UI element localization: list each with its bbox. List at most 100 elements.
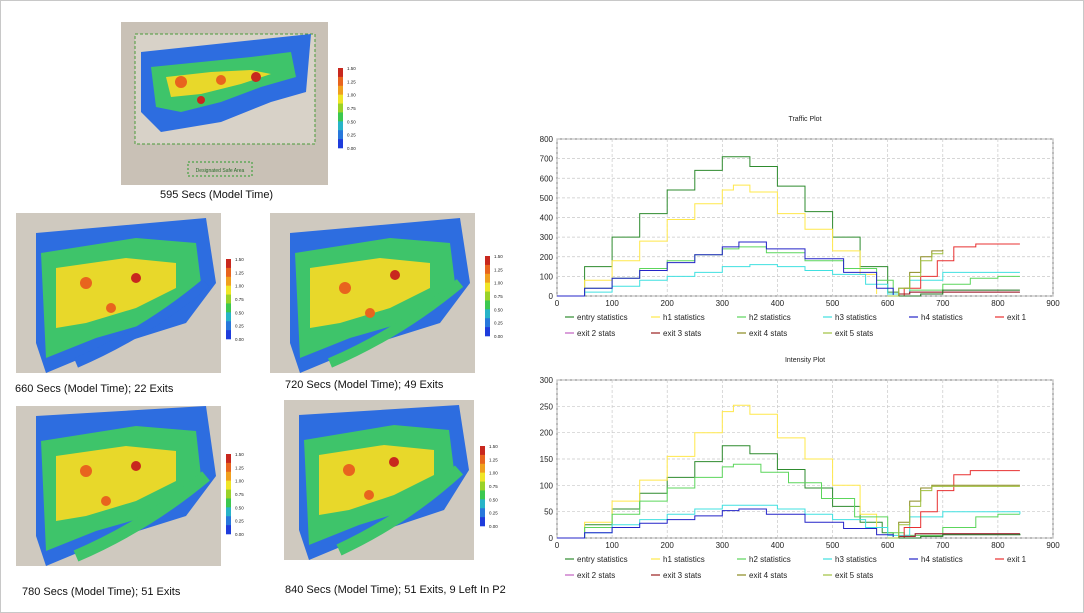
y-tick-label: 0 xyxy=(549,534,554,543)
legend-label: h3 statistics xyxy=(835,555,877,564)
legend-label: h1 statistics xyxy=(663,555,705,564)
colorbar-swatch xyxy=(226,330,231,340)
series-line-exit-1 xyxy=(887,470,1020,539)
series-line-exit-5-stats xyxy=(887,485,1020,539)
chart-title: Intensity Plot xyxy=(785,357,825,364)
colorbar-swatch xyxy=(226,462,231,473)
series-line-h4-statistics xyxy=(557,241,894,297)
colorbar-swatch xyxy=(480,517,485,527)
y-tick-label: 800 xyxy=(540,135,554,144)
x-tick-label: 500 xyxy=(826,541,840,550)
colorbar-swatch xyxy=(338,130,343,140)
legend-label: exit 2 stats xyxy=(577,571,615,580)
x-tick-label: 400 xyxy=(771,541,785,550)
chart-title: Traffic Plot xyxy=(788,116,821,123)
legend-label: h4 statistics xyxy=(921,313,963,322)
caption-720: 720 Secs (Model Time); 49 Exits xyxy=(285,379,444,391)
colorbar-swatch xyxy=(226,489,231,499)
y-tick-label: 150 xyxy=(540,455,554,464)
legend-label: exit 4 stats xyxy=(749,329,787,338)
caption-840: 840 Secs (Model Time); 51 Exits, 9 Left … xyxy=(285,584,506,596)
heatmap-image-720 xyxy=(270,213,475,373)
caption-780: 780 Secs (Model Time); 51 Exits xyxy=(22,586,181,598)
colorbar-swatch xyxy=(226,303,231,313)
colorbar-tick-label: 1.50 xyxy=(235,452,244,457)
x-tick-label: 600 xyxy=(881,299,895,308)
colorbar-swatch xyxy=(480,490,485,500)
colorbar-swatch xyxy=(226,321,231,331)
colorbar-tick-label: 1.25 xyxy=(235,465,244,470)
colorbar-swatch xyxy=(226,498,231,508)
colorbar-tick-label: 1.00 xyxy=(347,93,356,98)
colorbar-tick-label: 0.50 xyxy=(235,505,244,510)
colorbar-tick-label: 1.50 xyxy=(494,254,503,259)
x-tick-label: 400 xyxy=(771,299,785,308)
x-tick-label: 500 xyxy=(826,299,840,308)
x-tick-label: 300 xyxy=(716,299,730,308)
colorbar-tick-label: 1.25 xyxy=(489,457,498,462)
colorbar-swatch xyxy=(480,499,485,509)
series-line-h2-statistics xyxy=(557,463,1020,539)
colorbar-tick-label: 0.25 xyxy=(235,324,244,329)
colorbar-swatch xyxy=(226,276,231,286)
x-tick-label: 900 xyxy=(1046,299,1060,308)
legend-label: exit 1 xyxy=(1007,555,1027,564)
colorbar-tick-label: 0.50 xyxy=(347,119,356,124)
y-tick-label: 500 xyxy=(540,194,554,203)
y-tick-label: 100 xyxy=(540,272,554,281)
y-tick-label: 300 xyxy=(540,376,554,385)
x-tick-label: 100 xyxy=(605,299,619,308)
colorbar-swatch xyxy=(480,463,485,473)
colorbar-swatch xyxy=(338,76,343,87)
x-tick-label: 0 xyxy=(555,299,560,308)
x-tick-label: 700 xyxy=(936,541,950,550)
colorbar-tick-label: 0.25 xyxy=(489,511,498,516)
colorbar-tick-label: 0.75 xyxy=(235,492,244,497)
colorbar-swatch xyxy=(480,454,485,465)
series-line-exit-5-stats xyxy=(887,251,944,297)
colorbar-swatch xyxy=(226,507,231,517)
colorbar-tick-label: 1.00 xyxy=(235,479,244,484)
colorbar-tick-label: 1.25 xyxy=(235,270,244,275)
colorbar-swatch xyxy=(338,112,343,122)
y-tick-label: 200 xyxy=(540,253,554,262)
colorbar-swatch xyxy=(485,282,490,292)
colorbar-swatch xyxy=(485,291,490,301)
colorbar-2: 1.50 1.25 1.00 0.75 0.50 0.25 0.00 xyxy=(226,257,244,342)
colorbar-swatch xyxy=(338,68,343,78)
series-line-h1-statistics xyxy=(557,404,878,539)
legend-label: exit 2 stats xyxy=(577,329,615,338)
legend-label: h3 statistics xyxy=(835,313,877,322)
colorbar-tick-label: 1.50 xyxy=(347,66,356,71)
y-tick-label: 250 xyxy=(540,402,554,411)
colorbar-swatch xyxy=(485,318,490,328)
colorbar-swatch xyxy=(338,103,343,113)
colorbar-tick-label: 0.50 xyxy=(494,307,503,312)
colorbar-tick-label: 1.00 xyxy=(235,284,244,289)
x-tick-label: 200 xyxy=(661,299,675,308)
colorbar-swatch xyxy=(485,264,490,275)
colorbar-swatch xyxy=(338,85,343,95)
x-tick-label: 100 xyxy=(605,541,619,550)
colorbar-swatch xyxy=(485,327,490,337)
colorbar-swatch xyxy=(485,309,490,319)
colorbar-tick-label: 0.00 xyxy=(347,146,356,151)
y-tick-label: 0 xyxy=(549,292,554,301)
colorbar-swatch xyxy=(480,508,485,518)
colorbar-1: 1.50 1.25 1.00 0.75 0.50 0.25 0.00 xyxy=(338,66,356,151)
series-line-h4-statistics xyxy=(557,508,894,539)
colorbar-swatch xyxy=(485,273,490,283)
heatmap-graphic xyxy=(270,213,475,373)
colorbar-tick-label: 1.50 xyxy=(235,257,244,262)
colorbar-tick-label: 0.00 xyxy=(235,532,244,537)
legend-label: h4 statistics xyxy=(921,555,963,564)
x-tick-label: 200 xyxy=(661,541,675,550)
heatmap-image-840 xyxy=(284,400,474,560)
colorbar-swatch xyxy=(226,525,231,535)
legend-label: exit 3 stats xyxy=(663,329,701,338)
legend-label: entry statistics xyxy=(577,313,628,322)
colorbar-tick-label: 0.75 xyxy=(235,297,244,302)
heatmap-graphic xyxy=(284,400,474,560)
colorbar-tick-label: 0.75 xyxy=(489,484,498,489)
heatmap-image-660 xyxy=(16,213,221,373)
